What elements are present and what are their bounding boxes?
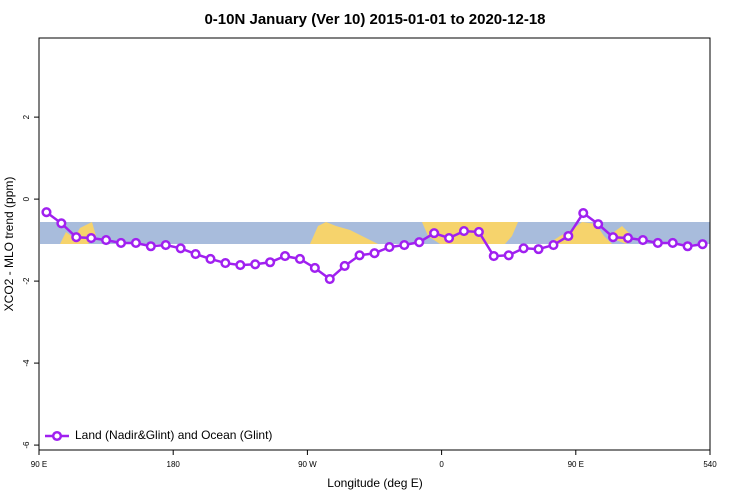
point xyxy=(563,230,574,242)
point xyxy=(548,239,559,251)
point xyxy=(235,260,246,271)
point xyxy=(354,250,365,261)
point xyxy=(444,233,455,244)
point xyxy=(250,259,261,270)
point xyxy=(652,237,663,249)
point xyxy=(101,235,112,246)
point xyxy=(205,253,216,265)
x-tick-label: 90 E xyxy=(31,460,47,469)
y-tick-label: 0 xyxy=(22,196,31,201)
point xyxy=(518,243,529,254)
plot-frame xyxy=(38,37,711,451)
point xyxy=(608,232,619,243)
point xyxy=(339,260,350,271)
legend-marker xyxy=(51,430,63,442)
point xyxy=(473,226,484,237)
point xyxy=(56,218,67,229)
point xyxy=(41,207,52,218)
chart-title: 0-10N January (Ver 10) 2015-01-01 to 202… xyxy=(204,11,545,28)
point xyxy=(279,251,291,262)
point xyxy=(160,239,171,251)
x-tick-label: 180 xyxy=(167,460,181,469)
point xyxy=(414,237,425,248)
y-tick-label: -2 xyxy=(22,277,31,285)
point xyxy=(309,262,320,274)
point xyxy=(622,233,634,244)
point xyxy=(458,226,470,237)
point xyxy=(71,232,82,243)
point xyxy=(115,237,127,249)
point xyxy=(488,251,499,262)
y-tick-label: -4 xyxy=(22,359,31,367)
point xyxy=(533,244,544,255)
y-tick-label: -6 xyxy=(22,441,31,449)
point xyxy=(667,237,678,249)
point xyxy=(384,242,395,253)
point xyxy=(265,257,276,268)
x-axis-label: Longitude (deg E) xyxy=(327,476,422,490)
point xyxy=(175,243,186,254)
point xyxy=(145,241,156,252)
point xyxy=(220,258,231,269)
x-tick-label: 90 E xyxy=(568,460,584,469)
point xyxy=(190,248,201,260)
x-tick-label: 540 xyxy=(703,460,717,469)
point xyxy=(399,239,410,251)
point xyxy=(369,248,380,259)
y-tick-label: 2 xyxy=(22,114,31,119)
point xyxy=(324,274,335,285)
x-tick-label: 90 W xyxy=(298,460,317,469)
point xyxy=(682,241,693,252)
point xyxy=(130,237,141,249)
y-axis-label: XCO2 - MLO trend (ppm) xyxy=(2,177,16,312)
legend-label: Land (Nadir&Glint) and Ocean (Glint) xyxy=(75,428,272,442)
point xyxy=(294,253,305,265)
x-tick-label: 0 xyxy=(439,460,444,469)
point xyxy=(637,235,648,246)
point xyxy=(697,239,708,250)
point xyxy=(86,233,97,244)
point xyxy=(429,228,440,239)
point xyxy=(578,207,589,219)
point xyxy=(593,219,604,230)
point xyxy=(503,250,514,261)
